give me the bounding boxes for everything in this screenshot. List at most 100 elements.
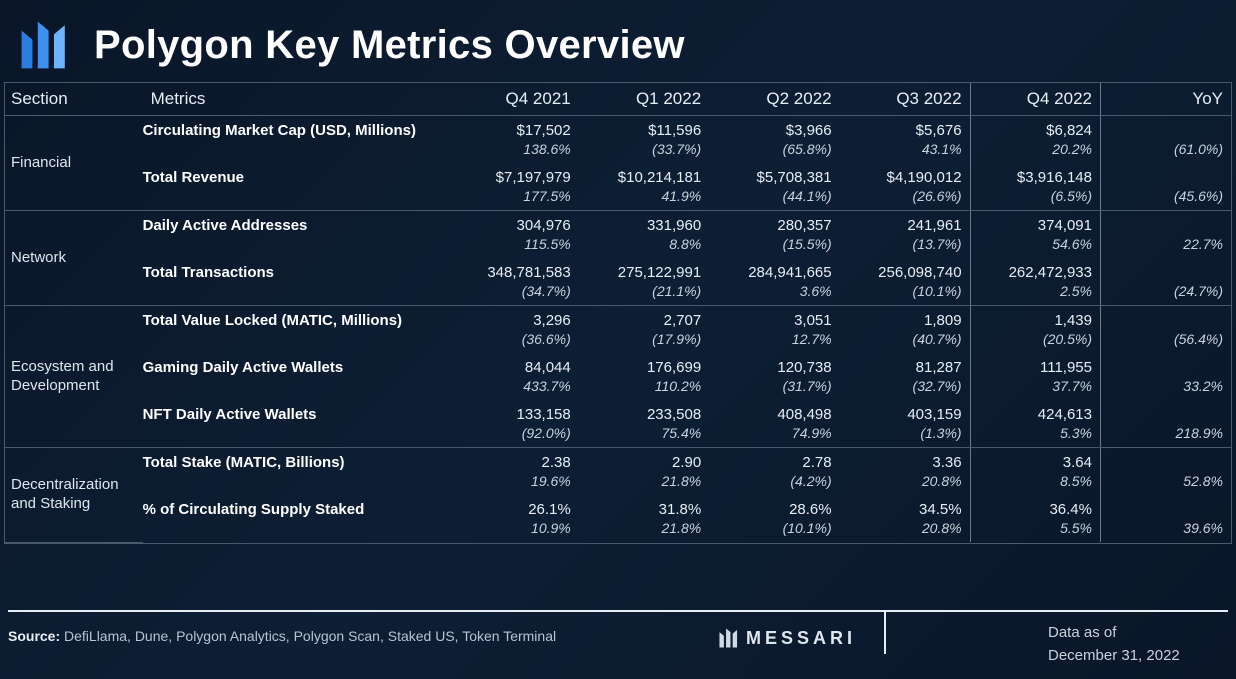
cell-change: 5.5%: [970, 520, 1100, 542]
cell-value: 304,976: [448, 211, 578, 237]
brand-text: MESSARI: [746, 628, 856, 649]
cell-change: 8.8%: [579, 236, 709, 258]
cell-value: 3,296: [448, 306, 578, 332]
cell-change: (32.7%): [840, 378, 970, 400]
cell-value: 262,472,933: [970, 258, 1100, 283]
cell-value: $17,502: [448, 116, 578, 142]
cell-change: (15.5%): [709, 236, 839, 258]
table-row: 177.5%41.9%(44.1%)(26.6%)(6.5%)(45.6%): [5, 188, 1231, 211]
cell-change: (24.7%): [1101, 283, 1232, 306]
footer-divider: [8, 610, 1228, 612]
table-row: Total Revenue$7,197,979$10,214,181$5,708…: [5, 163, 1231, 188]
spacer: [143, 236, 449, 258]
header: Polygon Key Metrics Overview: [0, 0, 1236, 82]
cell-change: 21.8%: [579, 473, 709, 495]
cell-value: [1101, 258, 1232, 283]
spacer: [143, 520, 449, 542]
cell-value: 275,122,991: [579, 258, 709, 283]
spacer: [143, 283, 449, 306]
cell-change: (33.7%): [579, 141, 709, 163]
cell-change: 41.9%: [579, 188, 709, 211]
cell-value: 133,158: [448, 400, 578, 425]
metric-label: % of Circulating Supply Staked: [143, 495, 449, 520]
cell-change: (56.4%): [1101, 331, 1232, 353]
section-label: Financial: [5, 116, 143, 211]
spacer: [143, 473, 449, 495]
cell-change: (34.7%): [448, 283, 578, 306]
metrics-table-wrap: Section Metrics Q4 2021 Q1 2022 Q2 2022 …: [4, 82, 1232, 544]
cell-change: 110.2%: [579, 378, 709, 400]
cell-value: 31.8%: [579, 495, 709, 520]
cell-change: (4.2%): [709, 473, 839, 495]
cell-value: 284,941,665: [709, 258, 839, 283]
metric-label: Total Value Locked (MATIC, Millions): [143, 306, 449, 332]
table-row: (92.0%)75.4%74.9%(1.3%)5.3%218.9%: [5, 425, 1231, 448]
cell-value: 36.4%: [970, 495, 1100, 520]
cell-value: 408,498: [709, 400, 839, 425]
section-label: Decentralization and Staking: [5, 448, 143, 543]
cell-change: 22.7%: [1101, 236, 1232, 258]
asof-label: Data as of: [1048, 622, 1228, 645]
metric-label: Total Transactions: [143, 258, 449, 283]
source-label: Source:: [8, 628, 60, 644]
cell-value: 81,287: [840, 353, 970, 378]
cell-change: 21.8%: [579, 520, 709, 542]
cell-change: 54.6%: [970, 236, 1100, 258]
cell-value: $4,190,012: [840, 163, 970, 188]
table-row: FinancialCirculating Market Cap (USD, Mi…: [5, 116, 1231, 142]
cell-change: 20.8%: [840, 520, 970, 542]
cell-value: 403,159: [840, 400, 970, 425]
table-row: Total Transactions348,781,583275,122,991…: [5, 258, 1231, 283]
col-q1-2022: Q1 2022: [579, 83, 709, 116]
cell-change: (1.3%): [840, 425, 970, 448]
messari-logo-icon: [18, 18, 72, 72]
metric-label: Daily Active Addresses: [143, 211, 449, 237]
cell-change: (13.7%): [840, 236, 970, 258]
cell-change: 115.5%: [448, 236, 578, 258]
cell-change: 177.5%: [448, 188, 578, 211]
cell-change: (6.5%): [970, 188, 1100, 211]
cell-change: 3.6%: [709, 283, 839, 306]
cell-value: 2,707: [579, 306, 709, 332]
metric-label: Circulating Market Cap (USD, Millions): [143, 116, 449, 142]
cell-change: (10.1%): [840, 283, 970, 306]
table-row: (36.6%)(17.9%)12.7%(40.7%)(20.5%)(56.4%): [5, 331, 1231, 353]
spacer: [143, 141, 449, 163]
cell-value: 176,699: [579, 353, 709, 378]
cell-value: 1,809: [840, 306, 970, 332]
cell-value: 3.36: [840, 448, 970, 474]
table-row: Ecosystem and DevelopmentTotal Value Loc…: [5, 306, 1231, 332]
cell-value: 1,439: [970, 306, 1100, 332]
cell-value: 34.5%: [840, 495, 970, 520]
cell-change: 75.4%: [579, 425, 709, 448]
cell-value: 374,091: [970, 211, 1100, 237]
cell-change: 20.8%: [840, 473, 970, 495]
cell-value: 3,051: [709, 306, 839, 332]
metric-label: Total Stake (MATIC, Billions): [143, 448, 449, 474]
cell-change: (45.6%): [1101, 188, 1232, 211]
section-label: Ecosystem and Development: [5, 306, 143, 448]
page-title: Polygon Key Metrics Overview: [94, 23, 685, 68]
messari-small-icon: [718, 627, 740, 649]
cell-change: (36.6%): [448, 331, 578, 353]
cell-value: $5,676: [840, 116, 970, 142]
cell-value: 256,098,740: [840, 258, 970, 283]
cell-change: (61.0%): [1101, 141, 1232, 163]
cell-value: 120,738: [709, 353, 839, 378]
cell-change: (40.7%): [840, 331, 970, 353]
cell-change: (17.9%): [579, 331, 709, 353]
cell-value: 348,781,583: [448, 258, 578, 283]
cell-value: [1101, 163, 1232, 188]
table-row: 138.6%(33.7%)(65.8%)43.1%20.2%(61.0%): [5, 141, 1231, 163]
cell-value: [1101, 211, 1232, 237]
cell-change: (10.1%): [709, 520, 839, 542]
asof-date: December 31, 2022: [1048, 645, 1228, 668]
cell-value: 233,508: [579, 400, 709, 425]
cell-change: 52.8%: [1101, 473, 1232, 495]
cell-change: 37.7%: [970, 378, 1100, 400]
table-row: 19.6%21.8%(4.2%)20.8%8.5%52.8%: [5, 473, 1231, 495]
cell-change: 10.9%: [448, 520, 578, 542]
cell-value: 3.64: [970, 448, 1100, 474]
cell-value: 2.78: [709, 448, 839, 474]
cell-change: 8.5%: [970, 473, 1100, 495]
